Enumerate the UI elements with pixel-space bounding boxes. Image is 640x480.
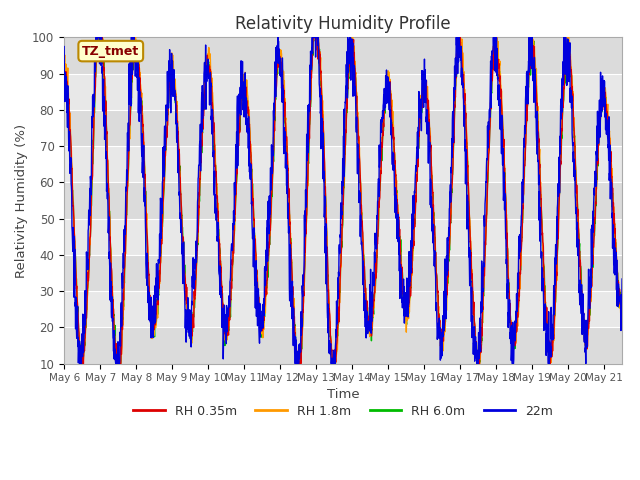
Bar (64, 182, 622, 219)
Title: Relativity Humidity Profile: Relativity Humidity Profile (236, 15, 451, 33)
X-axis label: Time: Time (327, 388, 360, 401)
Text: TZ_tmet: TZ_tmet (82, 45, 140, 58)
Bar (64, 255, 622, 291)
Y-axis label: Relativity Humidity (%): Relativity Humidity (%) (15, 123, 28, 277)
Legend: RH 0.35m, RH 1.8m, RH 6.0m, 22m: RH 0.35m, RH 1.8m, RH 6.0m, 22m (129, 400, 558, 423)
Bar (64, 37, 622, 73)
Bar (64, 110, 622, 146)
Bar (64, 327, 622, 364)
